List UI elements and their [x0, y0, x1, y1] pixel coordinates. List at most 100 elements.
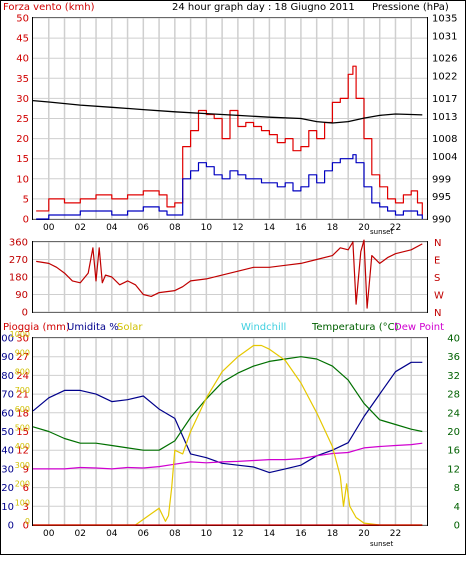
solar-tick-label: 900	[15, 349, 30, 358]
humidity-tick-label: 10	[1, 502, 14, 513]
series-pressure	[32, 99, 423, 124]
y-tick-label: 360	[9, 238, 28, 249]
series-temperature	[32, 356, 423, 451]
y-tick-label: 5	[23, 194, 29, 205]
x-tick-label: 12	[232, 223, 243, 233]
y-tick-label: 0	[23, 215, 29, 226]
y2-tick-label: 995	[432, 192, 451, 203]
y2-tick-label: 1022	[432, 72, 457, 83]
x-tick-label: 00	[43, 223, 55, 233]
x-tick-label: 02	[75, 529, 86, 539]
x-tick-label: 02	[75, 223, 86, 233]
humidity-tick-label: 100	[0, 334, 14, 345]
y2-tick-label: 1031	[432, 31, 457, 42]
y-tick-label: 30	[16, 94, 29, 105]
panel-direction-grid	[33, 241, 427, 313]
y2-tick-label: 16	[447, 446, 460, 457]
series-humidity	[32, 361, 423, 474]
x-tick-label: 18	[327, 529, 339, 539]
x-tick-label: 06	[138, 529, 150, 539]
y-tick-label: 0	[23, 521, 29, 532]
y2-tick-label: 4	[454, 502, 460, 513]
series-direction	[36, 239, 423, 309]
solar-tick-label: 1000	[10, 330, 30, 339]
y2-tick-label: 20	[447, 427, 460, 438]
solar-tick-label: 200	[15, 480, 30, 489]
y-tick-label: 9	[23, 464, 29, 475]
y-tick-label: 3	[23, 502, 29, 513]
humidity-tick-label: 20	[1, 483, 14, 494]
humidity-tick-label: 0	[8, 521, 14, 532]
y-tick-label: 15	[16, 427, 29, 438]
y-tick-label: 0	[22, 308, 28, 319]
y2-tick-label: 32	[447, 371, 460, 382]
solar-tick-label: 800	[15, 367, 30, 376]
solar-tick-label: 700	[15, 386, 30, 395]
y2-tick-label: 40	[447, 334, 460, 345]
humidity-tick-label: 80	[1, 371, 14, 382]
series-wind_avg	[36, 154, 423, 220]
x-tick-label: 18	[327, 223, 339, 233]
dewpoint-axis-label: Dew Point	[394, 322, 444, 333]
x-tick-label: 22	[390, 223, 401, 233]
rain-axis-label: Pioggia (mm)	[3, 322, 70, 333]
x-tick-label: 06	[138, 223, 150, 233]
x-tick-label: 20	[358, 223, 370, 233]
y-tick-label: 18	[16, 408, 29, 419]
y-tick-label: 40	[16, 54, 29, 65]
x-tick-label: 00	[43, 529, 55, 539]
y-tick-label: 25	[16, 114, 29, 125]
solar-tick-label: 500	[15, 424, 30, 433]
solar-tick-label: 300	[15, 461, 30, 470]
sunset-label-top: sunset	[370, 228, 393, 236]
series-dewpoint	[33, 442, 423, 470]
x-tick-label: 12	[232, 529, 243, 539]
panel-wind-ticks: 00 02 04 06 08 10 12 14 16 18 20 22 0 5 10 15 20 25 30 35 40…	[16, 14, 457, 234]
chart-title: 24 hour graph day : 18 Giugno 2011	[172, 2, 355, 13]
panel-wind-series	[32, 65, 423, 220]
x-tick-label: 16	[295, 223, 307, 233]
x-tick-label: 20	[358, 529, 370, 539]
compass-tick-label: N	[434, 238, 441, 249]
windchill-axis-label: Windchill	[241, 322, 286, 333]
x-tick-label: 08	[169, 223, 181, 233]
y-tick-label: 24	[16, 371, 29, 382]
x-tick-label: 22	[390, 529, 401, 539]
solar-axis-label: Solar	[117, 322, 143, 333]
y2-tick-label: 1004	[432, 152, 457, 163]
y2-tick-label: 36	[447, 352, 460, 363]
x-tick-label: 16	[295, 529, 307, 539]
panel-weather-series	[32, 344, 423, 526]
x-tick-label: 10	[201, 223, 213, 233]
y2-tick-label: 1008	[432, 134, 457, 145]
y2-tick-label: 999	[432, 174, 451, 185]
outer-border	[0, 0, 466, 555]
panel-direction-series	[36, 239, 423, 309]
x-tick-label: 04	[106, 223, 118, 233]
y2-tick-label: 990	[432, 215, 451, 226]
humidity-tick-label: 50	[1, 427, 14, 438]
y-tick-label: 21	[16, 390, 29, 401]
y2-tick-label: 1017	[432, 94, 457, 105]
wind-axis-label: Forza vento (kmh)	[3, 2, 95, 13]
y-tick-label: 90	[15, 290, 28, 301]
x-tick-label: 14	[264, 529, 276, 539]
y2-tick-label: 28	[447, 390, 460, 401]
humidity-tick-label: 90	[1, 352, 14, 363]
series-solar	[33, 344, 423, 526]
pressure-axis-label: Pressione (hPa)	[372, 2, 449, 13]
x-tick-label: 08	[169, 529, 181, 539]
humidity-tick-label: 30	[1, 464, 14, 475]
series-gust	[36, 65, 423, 215]
y-tick-label: 6	[23, 483, 29, 494]
humidity-axis-label: Umidita %	[67, 322, 119, 333]
solar-tick-label: 100	[15, 498, 30, 507]
y-tick-label: 15	[16, 154, 29, 165]
solar-tick-label: 600	[15, 405, 30, 414]
humidity-tick-label: 60	[1, 408, 14, 419]
y2-tick-label: 0	[454, 521, 460, 532]
y2-tick-label: 8	[454, 483, 460, 494]
y-tick-label: 12	[16, 446, 29, 457]
compass-tick-label: W	[434, 291, 444, 302]
